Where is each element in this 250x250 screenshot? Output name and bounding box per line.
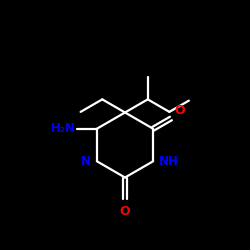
Text: N: N <box>81 155 91 168</box>
Text: O: O <box>174 104 184 117</box>
Text: O: O <box>120 205 130 218</box>
Text: NH: NH <box>159 155 178 168</box>
Text: H₂N: H₂N <box>51 122 76 135</box>
